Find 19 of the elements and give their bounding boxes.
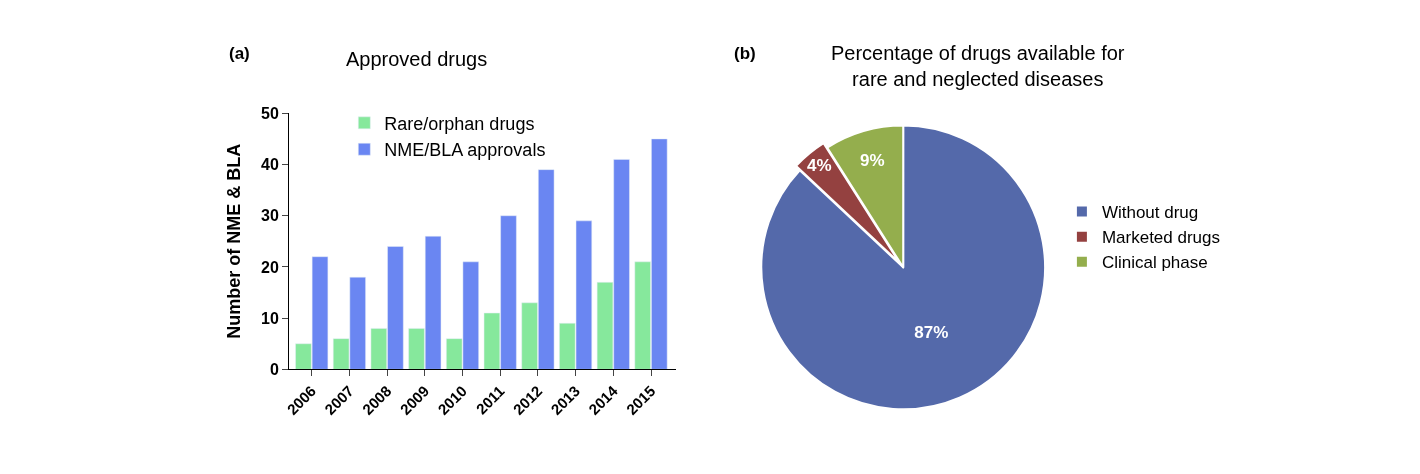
y-tick-label: 10: [261, 309, 279, 327]
y-axis-title: Number of NME & BLA: [224, 143, 245, 339]
data-label: 87%: [914, 322, 949, 342]
legend-label: Clinical phase: [1101, 253, 1208, 273]
y-tick-label: 30: [261, 207, 279, 225]
y-tick-label: 0: [269, 360, 279, 378]
y-tick-label: 40: [261, 156, 279, 174]
y-tick-label: 50: [261, 104, 279, 122]
text: (a): [229, 44, 250, 63]
legend-label: Without drug: [1101, 203, 1199, 223]
chart-title: Approved drugs: [346, 48, 488, 70]
y-tick-label: 20: [261, 258, 279, 276]
legend-label: NME/BLA approvals: [384, 140, 546, 161]
legend-label: Rare/orphan drugs: [384, 113, 535, 134]
data-label: 9%: [859, 151, 885, 171]
legend-label: Marketed drugs: [1101, 228, 1221, 248]
text: (b): [734, 44, 756, 63]
data-label: 4%: [806, 156, 832, 176]
chart-title: Percentage of drugs available for rare and neglected diseases: [831, 42, 1125, 90]
